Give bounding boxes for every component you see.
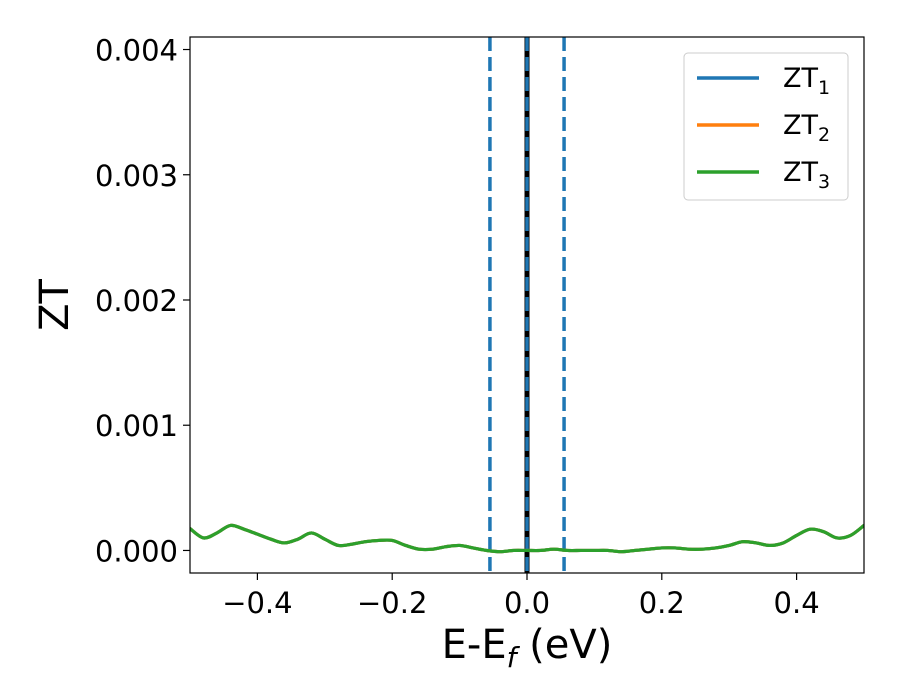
legend-box [683,52,849,201]
y-tick-label: 0.003 [95,159,178,193]
reference-lines [488,37,566,573]
x-tick-label: 0.0 [504,586,550,620]
x-tick-label: 0.4 [774,586,820,620]
x-tick-label: −0.4 [222,586,292,620]
y-tick-label: 0.002 [95,284,178,318]
x-axis-title: E-Ef (eV) [442,622,613,674]
legend-label-zt3: ZT3 [783,157,830,193]
y-axis-title: ZT [32,279,78,331]
y-tick-label: 0.004 [95,34,178,68]
x-tick-label: −0.2 [357,586,427,620]
legend-label-zt2: ZT2 [783,110,830,146]
legend: ZT1 ZT2 ZT3 [683,52,849,201]
y-tick-label: 0.000 [95,534,178,568]
series-group [190,523,864,554]
series-line-zt3 [190,523,864,554]
y-tick-label: 0.001 [95,409,178,443]
x-tick-label: 0.2 [639,586,685,620]
y-axis: 0.000 0.001 0.002 0.003 0.004 [95,34,190,568]
legend-label-zt1: ZT1 [783,63,830,99]
x-axis: −0.4 −0.2 0.0 0.2 0.4 [222,573,820,620]
